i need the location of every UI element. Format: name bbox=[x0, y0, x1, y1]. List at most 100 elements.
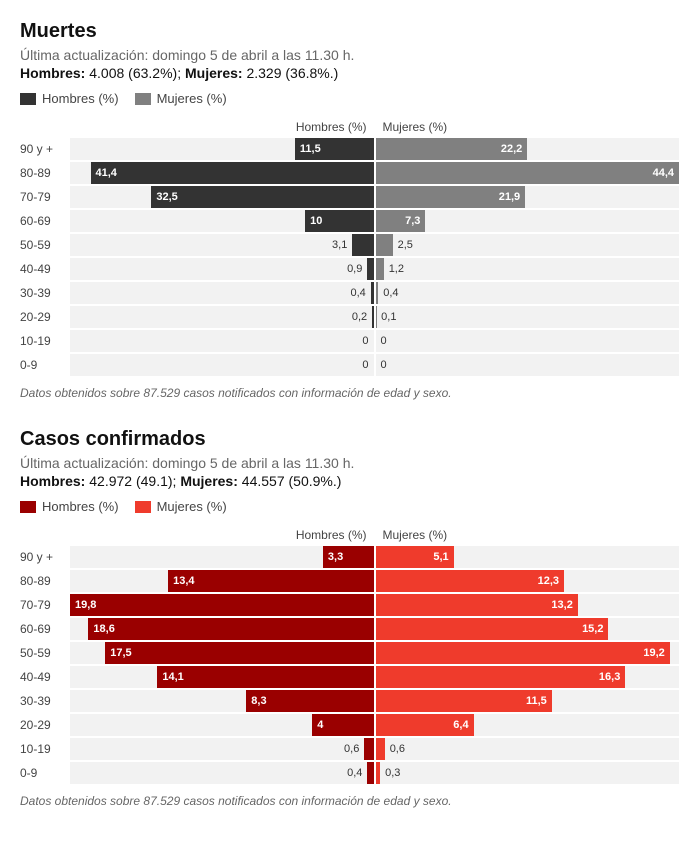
row-label: 50-59 bbox=[20, 646, 70, 660]
bar-value-left: 0,9 bbox=[347, 263, 367, 275]
bar-track-left: 17,5 bbox=[70, 642, 374, 664]
bar-left: 32,5 bbox=[151, 186, 373, 208]
bar-left: 4 bbox=[312, 714, 373, 736]
bar-value-right: 21,9 bbox=[494, 191, 525, 203]
bar-track-left: 18,6 bbox=[70, 618, 374, 640]
row-label: 10-19 bbox=[20, 742, 70, 756]
bar-value-left: 8,3 bbox=[246, 695, 271, 707]
chart-legend: Hombres (%) Mujeres (%) bbox=[20, 91, 679, 106]
chart-block: Casos confirmadosÚltima actualización: d… bbox=[20, 428, 679, 808]
bar-value-right: 0,4 bbox=[378, 287, 398, 299]
chart-rows: 90 y +3,35,180-8913,412,370-7919,813,260… bbox=[20, 546, 679, 784]
bar-track-right: 0,4 bbox=[376, 282, 680, 304]
bar-value-left: 4 bbox=[312, 719, 328, 731]
chart-update: Última actualización: domingo 5 de abril… bbox=[20, 47, 679, 63]
bar-left bbox=[371, 282, 374, 304]
bar-track-right: 0,3 bbox=[376, 762, 680, 784]
legend-swatch-right bbox=[135, 93, 151, 105]
bar-right: 22,2 bbox=[376, 138, 528, 160]
bar-track-right: 22,2 bbox=[376, 138, 680, 160]
bar-value-left: 19,8 bbox=[70, 599, 101, 611]
bar-track-right: 11,5 bbox=[376, 690, 680, 712]
bar-value-right: 11,5 bbox=[521, 695, 552, 707]
bar-track-right: 12,3 bbox=[376, 570, 680, 592]
bar-track-right: 13,2 bbox=[376, 594, 680, 616]
bar-value-right: 5,1 bbox=[428, 551, 453, 563]
bar-value-right: 0,6 bbox=[385, 743, 405, 755]
bar-value-left: 41,4 bbox=[91, 167, 122, 179]
bar-right: 13,2 bbox=[376, 594, 578, 616]
chart-stats: Hombres: 42.972 (49.1); Mujeres: 44.557 … bbox=[20, 473, 679, 489]
chart-row: 10-1900 bbox=[20, 330, 679, 352]
bar-value-left: 11,5 bbox=[295, 143, 326, 155]
row-label: 30-39 bbox=[20, 286, 70, 300]
bar-right: 6,4 bbox=[376, 714, 474, 736]
bar-left: 19,8 bbox=[70, 594, 374, 616]
row-label: 50-59 bbox=[20, 238, 70, 252]
stats-right-value: 44.557 (50.9%.) bbox=[242, 473, 342, 489]
bar-left bbox=[367, 258, 373, 280]
bar-track-left: 14,1 bbox=[70, 666, 374, 688]
bar-value-right: 13,2 bbox=[546, 599, 577, 611]
legend-item-left: Hombres (%) bbox=[20, 499, 119, 514]
bar-value-right: 6,4 bbox=[448, 719, 473, 731]
row-label: 0-9 bbox=[20, 766, 70, 780]
bar-track-right: 2,5 bbox=[376, 234, 680, 256]
bar-value-right: 0 bbox=[376, 359, 387, 371]
bar-track-left: 3,1 bbox=[70, 234, 374, 256]
bar-value-left: 0,6 bbox=[344, 743, 364, 755]
legend-item-right: Mujeres (%) bbox=[135, 499, 227, 514]
bar-right: 19,2 bbox=[376, 642, 670, 664]
bar-value-left: 0 bbox=[362, 335, 373, 347]
bar-right: 12,3 bbox=[376, 570, 565, 592]
chart-row: 90 y +3,35,1 bbox=[20, 546, 679, 568]
bar-value-left: 0,4 bbox=[350, 287, 370, 299]
bar-value-right: 0 bbox=[376, 335, 387, 347]
charts-container: Muertes Última actualización: domingo 5 d… bbox=[20, 20, 679, 808]
bar-right bbox=[376, 234, 393, 256]
bar-left: 11,5 bbox=[295, 138, 374, 160]
bar-track-left: 0,2 bbox=[70, 306, 374, 328]
bar-track-right: 0 bbox=[376, 354, 680, 376]
bar-value-right: 0,3 bbox=[380, 767, 400, 779]
bar-value-right: 22,2 bbox=[496, 143, 527, 155]
bar-track-right: 16,3 bbox=[376, 666, 680, 688]
bar-value-right: 1,2 bbox=[384, 263, 404, 275]
legend-swatch-left bbox=[20, 93, 36, 105]
bar-value-left: 3,1 bbox=[332, 239, 352, 251]
bar-track-left: 3,3 bbox=[70, 546, 374, 568]
bar-value-left: 18,6 bbox=[88, 623, 119, 635]
bar-left: 18,6 bbox=[88, 618, 373, 640]
bar-track-left: 0,4 bbox=[70, 762, 374, 784]
header-left: Hombres (%) bbox=[70, 528, 375, 542]
bar-track-right: 21,9 bbox=[376, 186, 680, 208]
bar-left: 3,3 bbox=[323, 546, 374, 568]
bar-track-left: 41,4 bbox=[70, 162, 374, 184]
bar-right: 16,3 bbox=[376, 666, 626, 688]
chart-legend: Hombres (%) Mujeres (%) bbox=[20, 499, 679, 514]
bar-left: 13,4 bbox=[168, 570, 373, 592]
bar-right: 44,4 bbox=[376, 162, 680, 184]
bar-track-left: 0,4 bbox=[70, 282, 374, 304]
bar-left: 41,4 bbox=[91, 162, 374, 184]
legend-label-right: Mujeres (%) bbox=[157, 499, 227, 514]
bar-track-left: 0 bbox=[70, 330, 374, 352]
chart-title: Casos confirmados bbox=[20, 428, 679, 451]
bar-right bbox=[376, 258, 384, 280]
chart-row: 30-398,311,5 bbox=[20, 690, 679, 712]
bar-track-right: 6,4 bbox=[376, 714, 680, 736]
chart-row: 80-8913,412,3 bbox=[20, 570, 679, 592]
row-label: 0-9 bbox=[20, 358, 70, 372]
chart-row: 20-2946,4 bbox=[20, 714, 679, 736]
bar-track-left: 32,5 bbox=[70, 186, 374, 208]
bar-track-left: 4 bbox=[70, 714, 374, 736]
chart-row: 50-59 3,1 2,5 bbox=[20, 234, 679, 256]
legend-item-left: Hombres (%) bbox=[20, 91, 119, 106]
chart-title: Muertes bbox=[20, 20, 679, 43]
row-label: 40-49 bbox=[20, 670, 70, 684]
row-label: 20-29 bbox=[20, 310, 70, 324]
legend-label-right: Mujeres (%) bbox=[157, 91, 227, 106]
bar-left bbox=[372, 306, 373, 328]
bar-right: 21,9 bbox=[376, 186, 526, 208]
stats-left-label: Hombres: bbox=[20, 65, 85, 81]
